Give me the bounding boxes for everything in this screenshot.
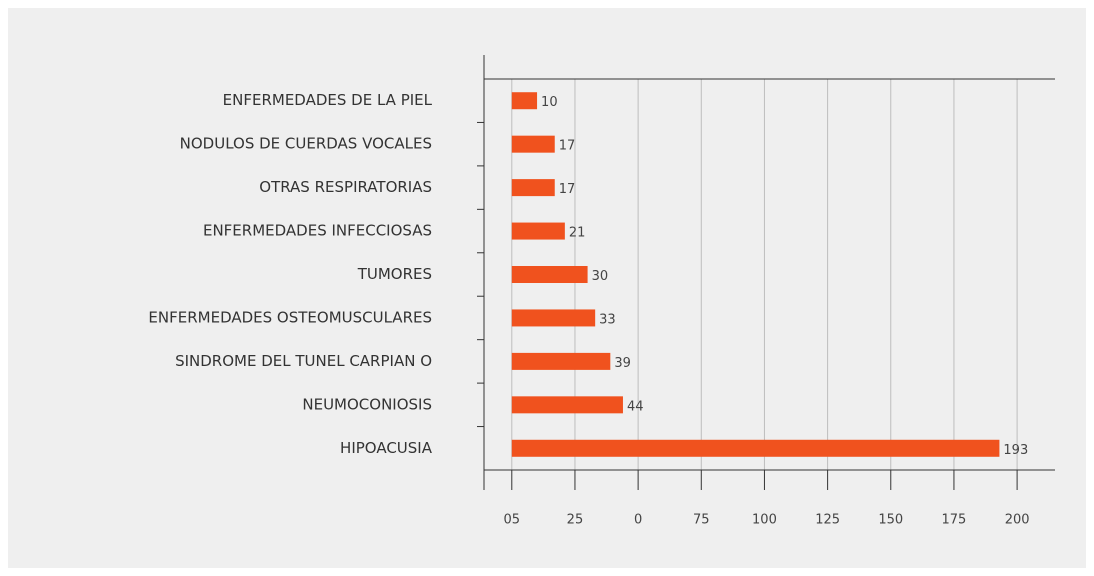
x-tick-label: 05	[504, 513, 521, 528]
bar	[511, 396, 623, 414]
y-tick-label: ENFERMEDADES DE LA PIEL	[223, 91, 433, 109]
bar	[511, 222, 565, 240]
y-tick-label: HIPOACUSIA	[340, 439, 433, 457]
x-tick-label: 25	[567, 513, 584, 528]
y-tick-label: ENFERMEDADES OSTEOMUSCULARES	[148, 308, 432, 326]
x-tick-label: 125	[815, 513, 840, 528]
x-tick-label: 200	[1005, 513, 1030, 528]
value-label: 39	[614, 356, 631, 371]
value-label: 21	[569, 226, 586, 241]
bar	[511, 309, 596, 327]
value-label: 10	[541, 95, 558, 110]
value-label: 17	[559, 182, 576, 197]
x-tick-label: 100	[752, 513, 777, 528]
y-tick-label: OTRAS RESPIRATORIAS	[259, 178, 432, 196]
bar	[511, 135, 555, 153]
x-tick-label: 75	[693, 513, 710, 528]
bar	[511, 352, 611, 370]
value-label: 193	[1003, 443, 1028, 458]
chart-background	[8, 8, 1086, 568]
value-label: 44	[627, 399, 644, 414]
y-tick-label: NODULOS DE CUERDAS VOCALES	[180, 135, 432, 153]
bar	[511, 179, 555, 197]
x-tick-label: 175	[942, 513, 967, 528]
y-tick-label: SINDROME DEL TUNEL CARPIAN O	[175, 352, 432, 370]
value-label: 17	[559, 139, 576, 154]
value-label: 30	[592, 269, 609, 284]
y-tick-label: ENFERMEDADES INFECCIOSAS	[203, 222, 432, 240]
bar	[511, 439, 1000, 457]
x-tick-label: 0	[634, 513, 642, 528]
y-tick-label: NEUMOCONIOSIS	[302, 395, 432, 413]
bar	[511, 92, 538, 110]
x-tick-label: 150	[878, 513, 903, 528]
value-label: 33	[599, 312, 616, 327]
bar	[511, 266, 588, 283]
y-tick-label: TUMORES	[357, 265, 432, 283]
